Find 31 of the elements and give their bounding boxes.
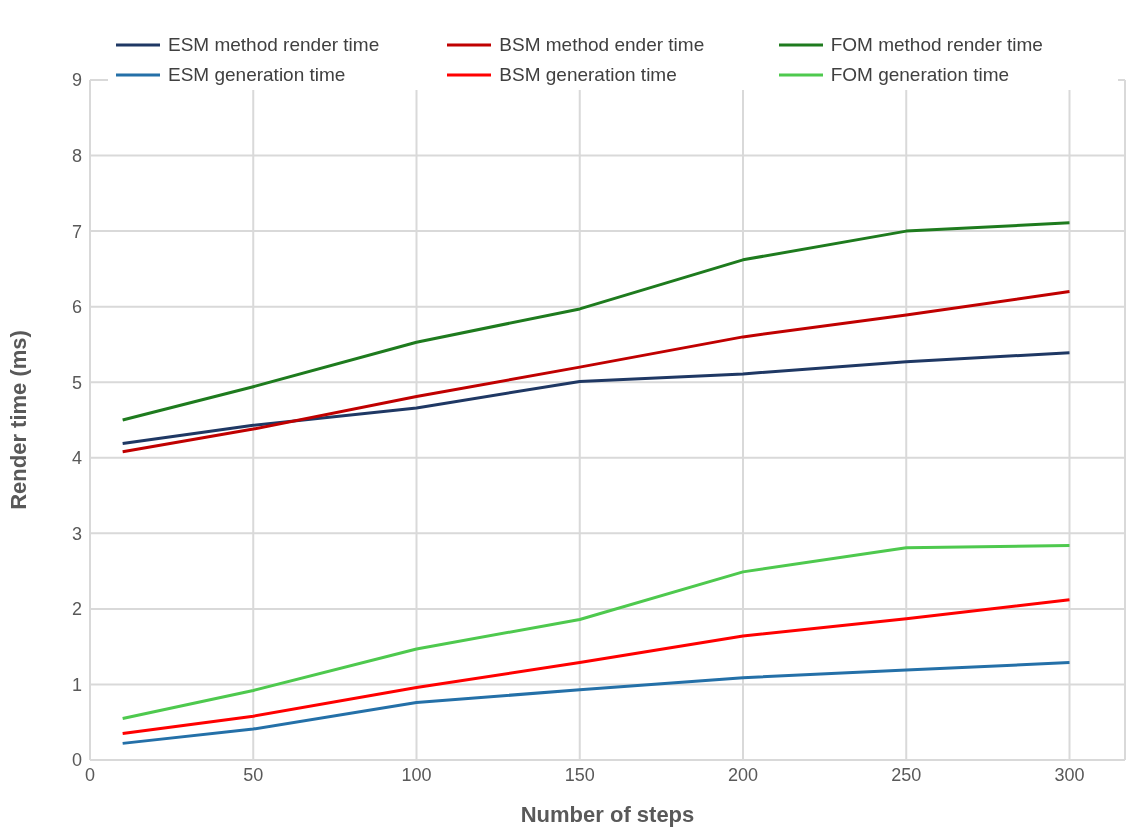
- legend-label: ESM method render time: [168, 34, 380, 56]
- line-series: [121, 221, 1071, 422]
- legend-label: FOM method render time: [830, 34, 1043, 56]
- x-tick-label: 0: [84, 764, 96, 785]
- y-tick-label: 4: [71, 448, 82, 469]
- y-tick-label: 7: [71, 221, 82, 242]
- y-tick-label: 2: [71, 599, 82, 620]
- x-tick-label: 100: [401, 764, 432, 785]
- y-tick-label: 9: [71, 70, 82, 91]
- x-tick-label: 300: [1054, 764, 1085, 785]
- y-tick-label: 0: [71, 750, 82, 771]
- y-tick-label: 5: [71, 372, 82, 393]
- x-tick-label: 200: [727, 764, 759, 785]
- line-series: [121, 351, 1071, 445]
- y-axis-title: Render time (ms): [5, 330, 31, 510]
- y-tick-label: 6: [71, 297, 82, 318]
- x-axis-title: Number of steps: [520, 802, 695, 827]
- legend-label: BSM generation time: [499, 64, 677, 86]
- line-series: [121, 598, 1071, 736]
- legend-label: ESM generation time: [168, 64, 346, 86]
- line-series: [121, 290, 1071, 454]
- y-tick-label: 3: [71, 523, 82, 544]
- x-tick-label: 150: [564, 764, 595, 785]
- legend-label: FOM generation time: [830, 64, 1010, 86]
- x-tick-label: 50: [243, 764, 264, 785]
- line-series: [121, 661, 1071, 745]
- x-tick-label: 250: [891, 764, 922, 785]
- legend-label: BSM method ender time: [499, 34, 705, 56]
- y-tick-label: 8: [71, 145, 82, 166]
- line-series: [121, 543, 1071, 720]
- y-tick-label: 1: [71, 674, 82, 695]
